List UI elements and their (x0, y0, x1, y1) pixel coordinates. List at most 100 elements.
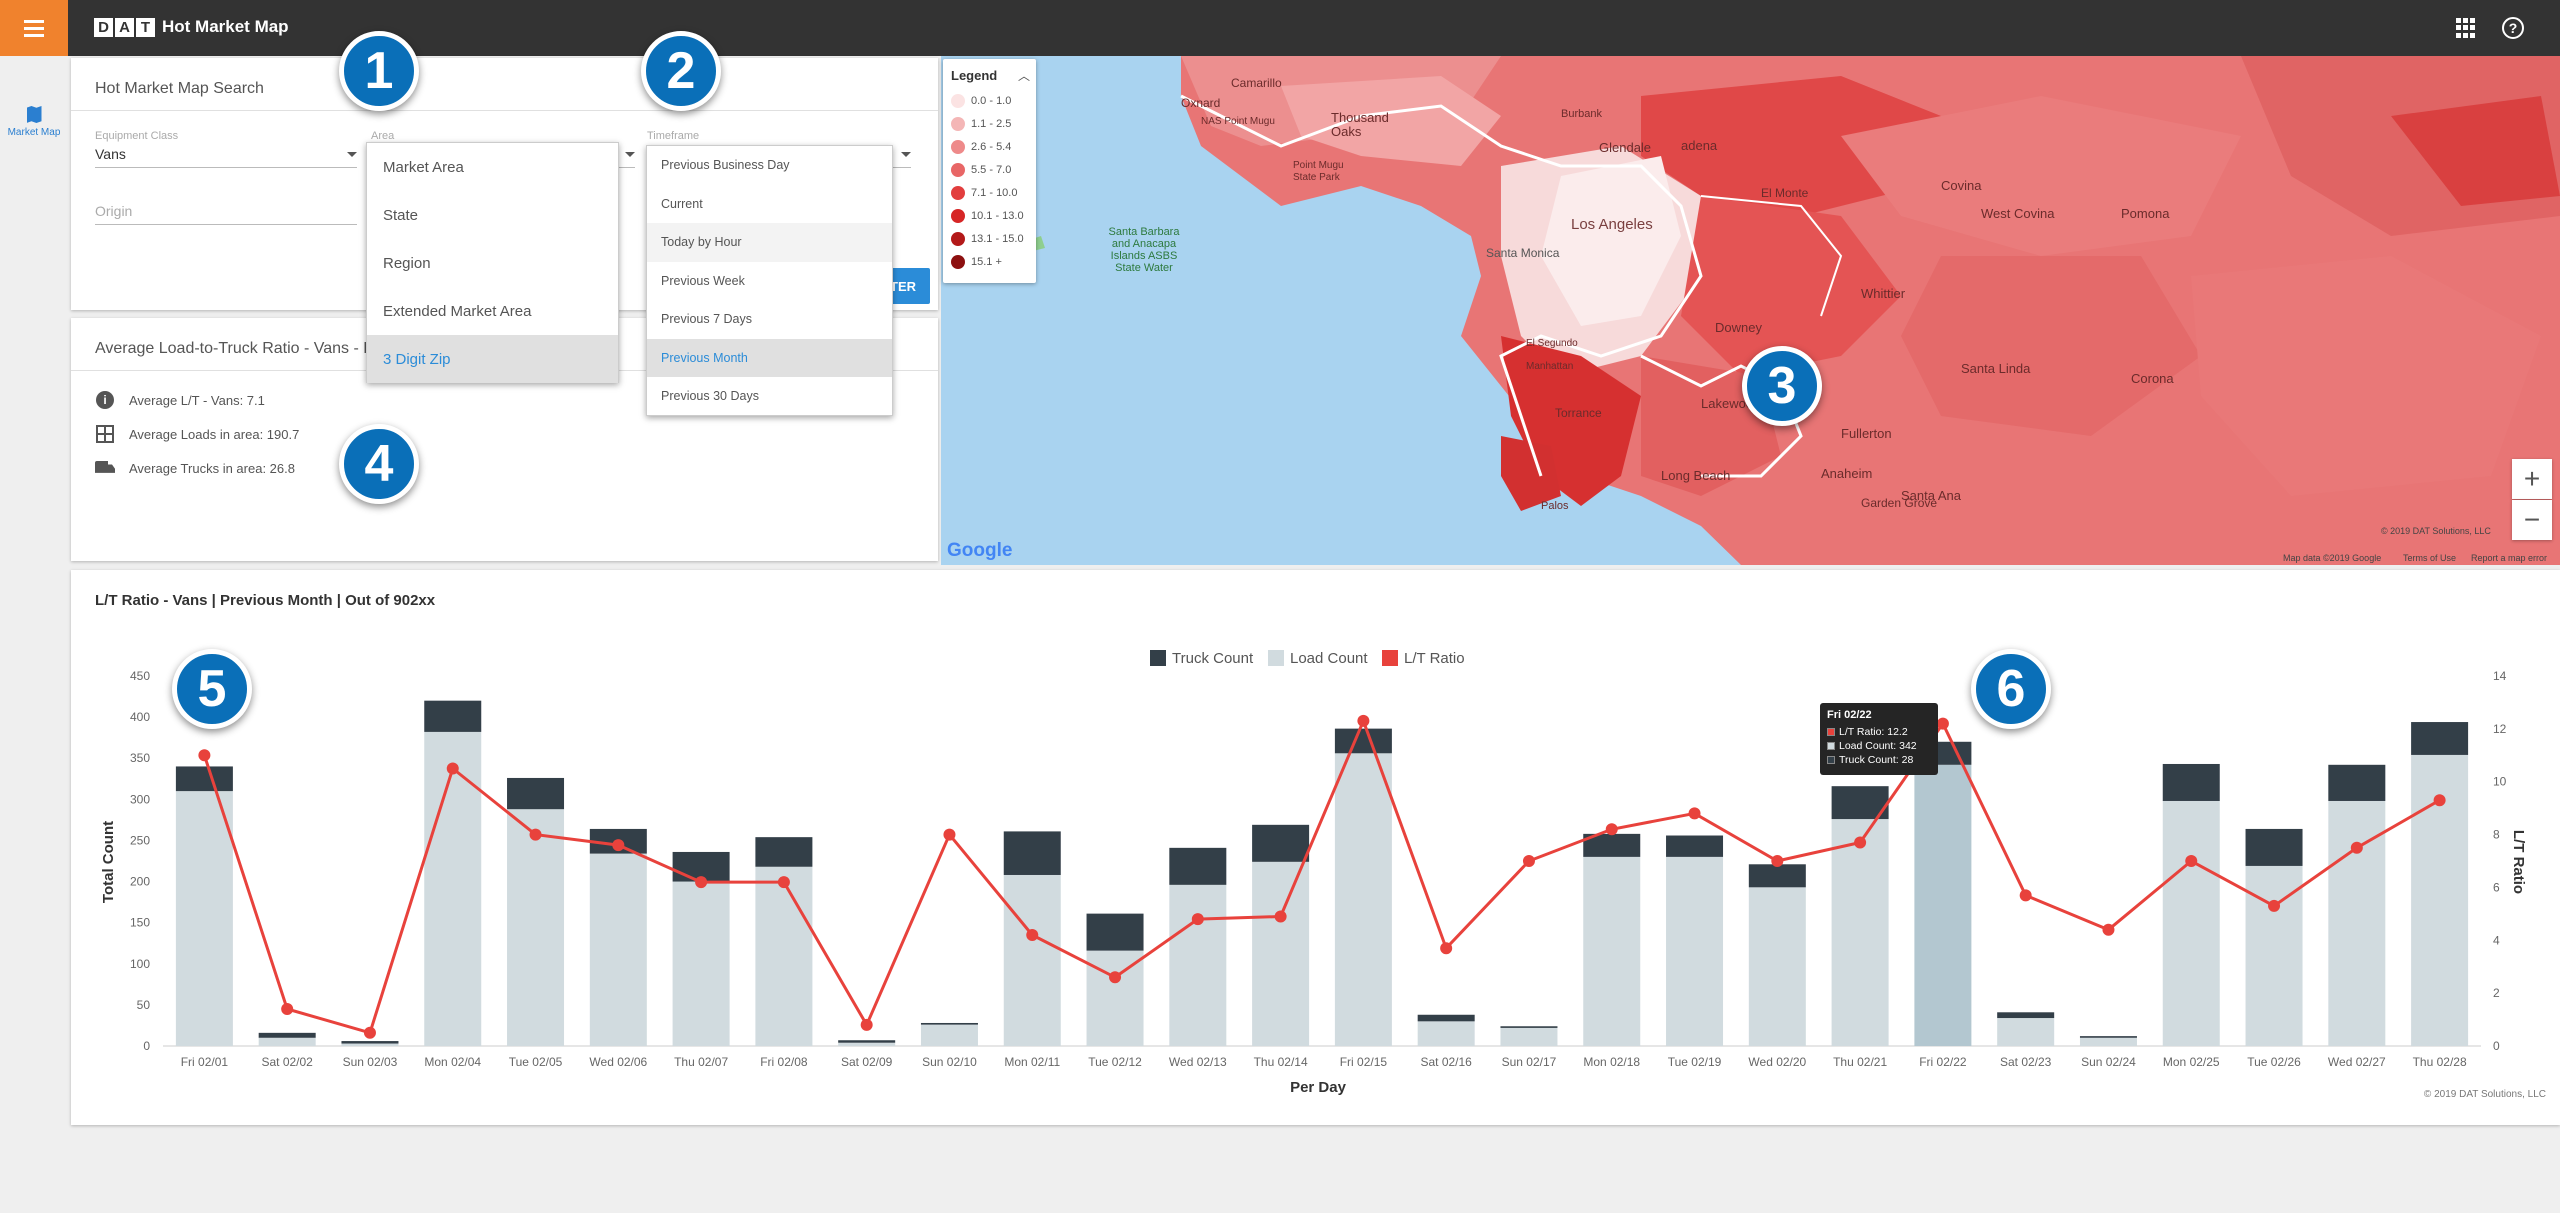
map-label: NAS Point Mugu (1201, 116, 1275, 127)
map-label: Burbank (1561, 108, 1602, 120)
map-label: Long Beach (1661, 468, 1731, 483)
map-label: Downey (1715, 320, 1762, 335)
legend-item: 13.1 - 15.0 (951, 232, 1024, 246)
callout-badge-2: 2 (641, 31, 721, 111)
area-option[interactable]: Extended Market Area (383, 302, 532, 320)
map-label: adena (1681, 138, 1718, 153)
nav-item-label: Market Map (7, 127, 61, 138)
map-copyright: © 2019 DAT Solutions, LLC (2381, 526, 2491, 536)
timeframe-option[interactable]: Current (661, 196, 703, 211)
callout-badge-5: 5 (172, 649, 252, 729)
map-label: Corona (2131, 371, 2174, 386)
callout-badge-6: 6 (1971, 649, 2051, 729)
area-option[interactable]: Region (383, 254, 431, 272)
lt-ratio-chart-panel: L/T Ratio - Vans | Previous Month | Out … (71, 570, 2560, 1125)
timeframe-option[interactable]: Previous Business Day (661, 158, 790, 173)
tooltip-title: Fri 02/22 (1827, 709, 1872, 721)
legend-item: 1.1 - 2.5 (951, 117, 1011, 131)
dat-logo: D A T (94, 18, 157, 37)
area-option-selected[interactable]: 3 Digit Zip (367, 335, 618, 383)
timeframe-option[interactable]: Today by Hour (647, 223, 892, 262)
legend-title: Legend (951, 68, 998, 83)
map-label: El Segundo (1526, 338, 1578, 349)
truck-icon (95, 461, 115, 473)
zoom-in-button[interactable]: + (2512, 459, 2552, 499)
timeframe-label: Timeframe (647, 130, 700, 142)
chart-copyright: © 2019 DAT Solutions, LLC (2423, 1089, 2546, 1100)
map-data-credit: Map data ©2019 Google (2283, 553, 2382, 563)
map-label: Fullerton (1841, 426, 1892, 441)
nav-item-market-map[interactable]: Market Map (0, 106, 68, 138)
legend-item: 2.6 - 5.4 (951, 140, 1011, 154)
dropdown-caret-icon (625, 152, 635, 157)
info-icon: i (96, 391, 114, 409)
map-label: El Monte (1761, 186, 1809, 200)
hamburger-menu-button[interactable] (0, 0, 68, 56)
legend-item: 5.5 - 7.0 (951, 163, 1011, 177)
terms-link[interactable]: Terms of Use (2403, 553, 2457, 563)
map-label: Point Mugu State Park (1293, 160, 1344, 183)
left-nav: Market Map (0, 56, 68, 1213)
dropdown-caret-icon (901, 152, 911, 157)
chevron-up-icon[interactable]: ︿ (1017, 69, 1030, 83)
timeframe-option[interactable]: Previous Week (661, 273, 745, 288)
map-label: Santa Ana (1901, 488, 1961, 503)
chart-tooltip: Fri 02/22 L/T Ratio: 12.2 Load Count: 34… (1820, 703, 1938, 775)
zoom-out-button[interactable]: − (2512, 500, 2552, 540)
equipment-class-label: Equipment Class (95, 130, 179, 142)
map-label: Palos (1541, 500, 1569, 512)
tooltip-truck-row: Truck Count: 28 (1827, 753, 1931, 767)
map-legend: Legend ︿ 0.0 - 1.0 1.1 - 2.5 2.6 - 5.4 5… (943, 59, 1036, 283)
tooltip-lt-row: L/T Ratio: 12.2 (1827, 725, 1931, 739)
map-label: Manhattan (1526, 361, 1574, 372)
map-label: Anaheim (1821, 466, 1873, 481)
map-label: Torrance (1555, 406, 1602, 420)
help-icon[interactable]: ? (2502, 17, 2524, 39)
menu-icon (24, 18, 44, 39)
map-label: Pomona (2121, 206, 2170, 221)
map-icon (26, 106, 42, 123)
callout-badge-1: 1 (339, 31, 419, 111)
tooltip-load-row: Load Count: 342 (1827, 739, 1931, 753)
timeframe-dropdown-menu: Previous Business Day Current Today by H… (646, 145, 893, 416)
callout-badge-4: 4 (339, 424, 419, 504)
divider (71, 110, 938, 111)
table-grid-icon (96, 425, 114, 443)
averages-title: Average Load-to-Truck Ratio - Vans - Pr (95, 340, 380, 357)
legend-item: 0.0 - 1.0 (951, 94, 1011, 108)
timeframe-option[interactable]: Previous 7 Days (661, 312, 753, 327)
map-label: Garden Grove (1861, 496, 1938, 510)
top-bar: D A T Hot Market Map ? (0, 0, 2560, 56)
map-label: Whittier (1861, 286, 1906, 301)
area-option[interactable]: State (383, 206, 419, 224)
map-label: Oxnard (1181, 96, 1221, 110)
chart-title: L/T Ratio - Vans | Previous Month | Out … (95, 592, 436, 609)
callout-badge-3: 3 (1742, 346, 1822, 426)
map-label: West Covina (1981, 206, 2055, 221)
legend-item: 7.1 - 10.0 (951, 186, 1017, 200)
map-label: Santa Barbara and Anacapa Islands ASBS S… (1108, 226, 1180, 274)
heat-map[interactable]: Camarillo Oxnard Thousand Oaks Burbank G… (941, 56, 2560, 565)
origin-input[interactable]: Origin (95, 203, 357, 225)
apps-grid-icon[interactable] (2456, 18, 2476, 38)
map-canvas (1023, 56, 2560, 565)
area-dropdown-menu: Market Area State Region Extended Market… (366, 142, 619, 383)
average-lt-row: i Average L/T - Vans: 7.1 (95, 391, 265, 409)
equipment-class-select[interactable]: Vans (95, 146, 357, 168)
average-loads-row: Average Loads in area: 190.7 (95, 425, 299, 443)
area-option[interactable]: Market Area (383, 158, 464, 176)
map-label: Covina (1941, 178, 1982, 193)
timeframe-option-selected[interactable]: Previous Month (647, 338, 892, 377)
timeframe-option[interactable]: Previous 30 Days (661, 389, 759, 404)
map-label: Los Angeles (1571, 216, 1653, 233)
report-map-error-link[interactable]: Report a map error (2471, 553, 2548, 563)
legend-item: 15.1 + (951, 255, 1002, 269)
search-panel-title: Hot Market Map Search (95, 80, 264, 97)
app-title: Hot Market Map (162, 17, 289, 36)
average-trucks-row: Average Trucks in area: 26.8 (95, 459, 295, 477)
google-logo: Google (947, 540, 1013, 561)
map-label: Thousand Oaks (1331, 110, 1389, 139)
map-label: Santa Linda (1961, 361, 2031, 376)
map-label: Santa Monica (1486, 246, 1560, 260)
legend-item: 10.1 - 13.0 (951, 209, 1024, 223)
